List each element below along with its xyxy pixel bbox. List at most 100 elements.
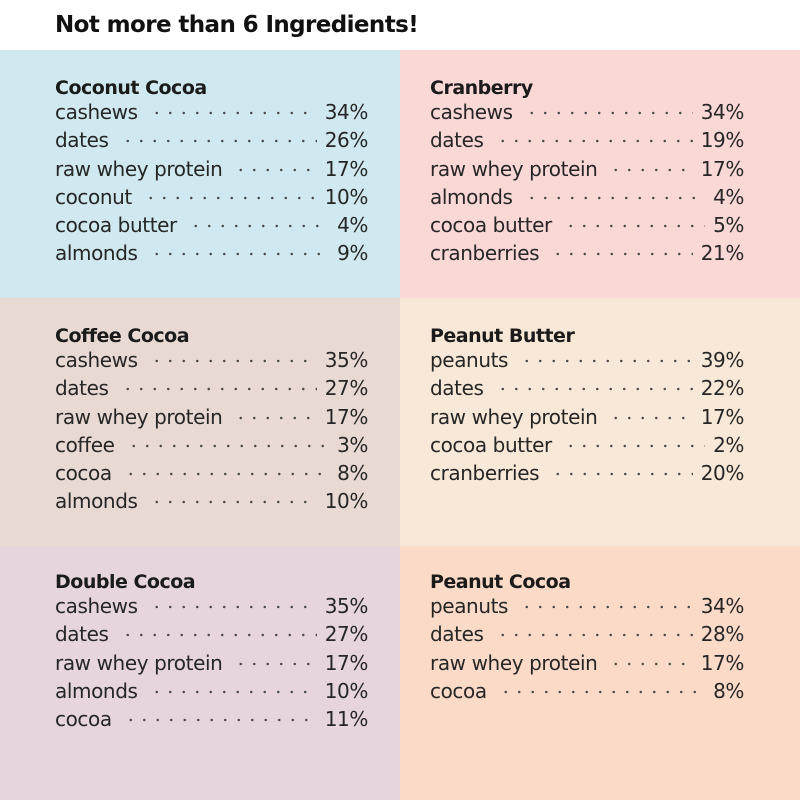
panel-title: Coconut Cocoa: [55, 77, 207, 99]
ingredient-row: cocoa butter 2%: [430, 433, 744, 461]
ingredient-name: cocoa: [55, 461, 112, 486]
ingredient-name: cocoa butter: [430, 432, 552, 457]
ingredient-percent: 22%: [700, 376, 745, 401]
ingredient-row: cocoa butter 5%: [430, 213, 744, 241]
ingredient-name: cocoa butter: [430, 213, 552, 238]
ingredient-percent: 9%: [337, 241, 368, 266]
ingredient-row: peanuts 39%: [430, 348, 744, 376]
ingredient-name: raw whey protein: [430, 404, 598, 429]
ingredient-name: cranberries: [430, 461, 540, 486]
ingredient-percent: 17%: [700, 156, 745, 181]
ingredient-row: cranberries 20%: [430, 461, 744, 489]
dot-leader: [551, 251, 693, 258]
ingredient-percent: 34%: [700, 100, 745, 124]
ingredient-percent: 10%: [324, 678, 369, 703]
ingredient-row: cocoa 11%: [55, 707, 368, 735]
dot-leader: [524, 194, 706, 201]
ingredient-row: almonds 10%: [55, 489, 368, 517]
ingredient-percent: 39%: [700, 348, 745, 372]
ingredient-name: cranberries: [430, 241, 540, 266]
ingredient-name: dates: [55, 128, 109, 153]
dot-leader: [524, 110, 693, 116]
page-title: Not more than 6 Ingredients!: [55, 12, 419, 38]
panel-double-cocoa: Double Cocoa cashews 35% dates 27% raw whey …: [0, 546, 400, 800]
ingredient-row: raw whey protein 17%: [55, 651, 368, 679]
ingredient-percent: 3%: [337, 432, 368, 457]
ingredient-name: cashews: [55, 594, 138, 618]
ingredient-row: cocoa butter 4%: [55, 213, 368, 241]
ingredient-row: cashews 35%: [55, 348, 368, 376]
dot-leader: [149, 110, 317, 116]
ingredient-name: dates: [55, 376, 109, 401]
ingredient-list: peanuts 39% dates 22% raw whey protein 17% coc…: [430, 348, 744, 489]
ingredient-row: dates 27%: [55, 376, 368, 404]
panel-title: Coffee Cocoa: [55, 325, 190, 347]
ingredient-percent: 17%: [324, 650, 369, 675]
ingredient-percent: 2%: [713, 432, 744, 457]
dot-leader: [495, 138, 693, 145]
ingredient-percent: 35%: [324, 348, 369, 372]
ingredient-name: raw whey protein: [55, 404, 223, 429]
ingredient-percent: 10%: [324, 184, 369, 209]
panel-title: Peanut Butter: [430, 325, 575, 347]
panel-coffee-cocoa: Coffee Cocoa cashews 35% dates 27% raw whey …: [0, 298, 400, 546]
dot-leader: [120, 632, 317, 639]
ingredient-percent: 21%: [700, 241, 745, 266]
panel-title: Double Cocoa: [55, 571, 196, 593]
dot-leader: [495, 632, 693, 639]
ingredient-percent: 34%: [324, 100, 369, 124]
ingredient-list: peanuts 34% dates 28% raw whey protein 17% coc…: [430, 594, 744, 707]
ingredient-percent: 4%: [337, 213, 368, 238]
ingredient-row: dates 26%: [55, 128, 368, 156]
dot-leader: [520, 358, 693, 364]
dot-leader: [563, 223, 706, 230]
dot-leader: [123, 471, 330, 478]
panel-coconut-cocoa: Coconut Cocoa cashews 34% dates 26% raw whey…: [0, 50, 400, 298]
dot-leader: [123, 717, 317, 724]
ingredient-name: dates: [430, 128, 484, 153]
ingredient-row: coffee 3%: [55, 433, 368, 461]
ingredient-name: coconut: [55, 184, 132, 209]
ingredient-name: dates: [430, 622, 484, 647]
ingredient-percent: 4%: [713, 184, 744, 209]
ingredient-name: cocoa: [430, 678, 487, 703]
ingredient-percent: 35%: [324, 594, 369, 618]
dot-leader: [149, 358, 317, 364]
dot-leader: [498, 688, 706, 695]
ingredient-name: raw whey protein: [55, 650, 223, 675]
ingredient-percent: 8%: [337, 461, 368, 486]
dot-leader: [188, 223, 330, 230]
ingredient-list: cashews 35% dates 27% raw whey protein 17% cof…: [55, 348, 368, 518]
ingredient-row: cocoa 8%: [55, 461, 368, 489]
ingredient-list: cashews 34% dates 19% raw whey protein 17% alm…: [430, 100, 744, 270]
dot-leader: [120, 138, 317, 145]
ingredient-name: cocoa butter: [55, 213, 177, 238]
panel-cranberry: Cranberry cashews 34% dates 19% raw whey pro…: [400, 50, 800, 298]
ingredient-percent: 20%: [700, 461, 745, 486]
ingredient-row: dates 19%: [430, 128, 744, 156]
ingredient-row: coconut 10%: [55, 185, 368, 213]
ingredient-row: almonds 9%: [55, 241, 368, 269]
dot-leader: [149, 688, 317, 695]
ingredient-percent: 11%: [324, 707, 369, 732]
dot-leader: [234, 166, 317, 173]
dot-leader: [126, 442, 330, 449]
ingredient-name: cocoa: [55, 707, 112, 732]
ingredient-row: raw whey protein 17%: [55, 405, 368, 433]
dot-leader: [149, 251, 330, 258]
dot-leader: [563, 442, 706, 449]
ingredient-name: raw whey protein: [430, 650, 598, 675]
ingredient-row: raw whey protein 17%: [430, 157, 744, 185]
dot-leader: [149, 604, 317, 610]
ingredient-name: coffee: [55, 432, 115, 457]
ingredient-row: peanuts 34%: [430, 594, 744, 622]
ingredient-row: cranberries 21%: [430, 241, 744, 269]
ingredient-name: dates: [430, 376, 484, 401]
ingredient-name: raw whey protein: [55, 156, 223, 181]
ingredient-name: almonds: [430, 184, 513, 209]
ingredient-row: raw whey protein 17%: [55, 157, 368, 185]
ingredient-name: cashews: [430, 100, 513, 124]
ingredient-percent: 27%: [324, 622, 369, 647]
ingredient-percent: 27%: [324, 376, 369, 401]
ingredient-name: peanuts: [430, 594, 509, 618]
